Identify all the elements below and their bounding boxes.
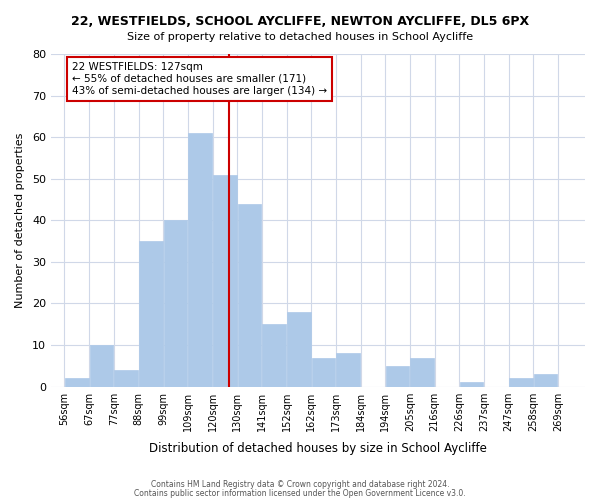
Bar	[238, 204, 262, 386]
Text: 22, WESTFIELDS, SCHOOL AYCLIFFE, NEWTON AYCLIFFE, DL5 6PX: 22, WESTFIELDS, SCHOOL AYCLIFFE, NEWTON …	[71, 15, 529, 28]
Bar	[65, 378, 89, 386]
Bar	[287, 312, 311, 386]
Text: Contains HM Land Registry data © Crown copyright and database right 2024.: Contains HM Land Registry data © Crown c…	[151, 480, 449, 489]
Bar	[410, 358, 434, 386]
Bar	[386, 366, 409, 386]
Bar	[188, 133, 212, 386]
Y-axis label: Number of detached properties: Number of detached properties	[15, 132, 25, 308]
Bar	[460, 382, 484, 386]
Text: 22 WESTFIELDS: 127sqm
← 55% of detached houses are smaller (171)
43% of semi-det: 22 WESTFIELDS: 127sqm ← 55% of detached …	[72, 62, 327, 96]
Bar	[89, 345, 113, 387]
Text: Size of property relative to detached houses in School Aycliffe: Size of property relative to detached ho…	[127, 32, 473, 42]
Bar	[336, 354, 360, 386]
Bar	[139, 241, 163, 386]
Bar	[262, 324, 286, 386]
Bar	[533, 374, 557, 386]
Text: Contains public sector information licensed under the Open Government Licence v3: Contains public sector information licen…	[134, 488, 466, 498]
Bar	[509, 378, 533, 386]
Bar	[311, 358, 335, 386]
Bar	[213, 174, 237, 386]
X-axis label: Distribution of detached houses by size in School Aycliffe: Distribution of detached houses by size …	[149, 442, 487, 455]
Bar	[114, 370, 138, 386]
Bar	[164, 220, 187, 386]
